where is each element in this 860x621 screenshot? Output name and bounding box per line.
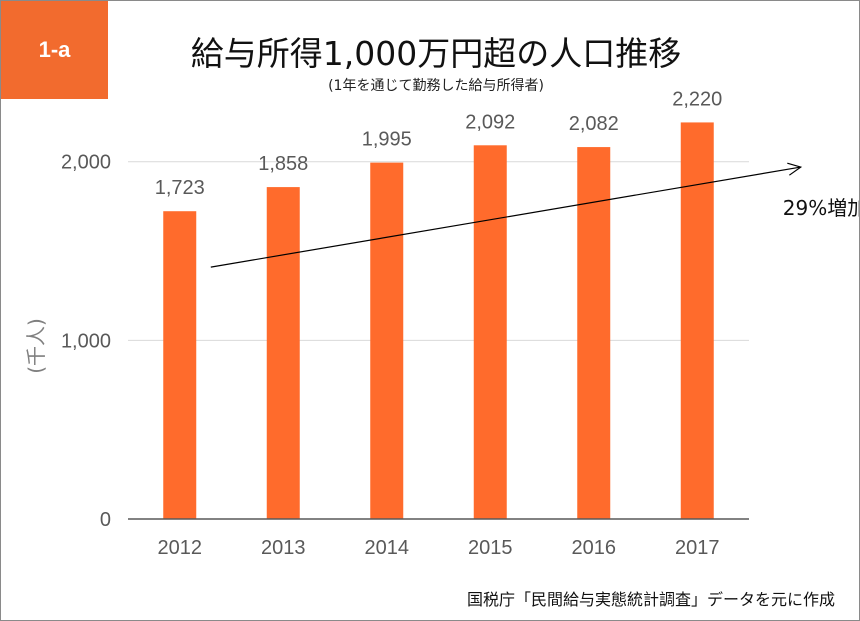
data-label: 1,858 bbox=[258, 153, 308, 175]
gridlines bbox=[128, 161, 749, 341]
data-label: 2,082 bbox=[569, 113, 619, 135]
figure-badge: 1-a bbox=[1, 1, 108, 99]
x-tick-label: 2016 bbox=[572, 537, 617, 559]
chart-subtitle: (1年を通じて勤務した給与所得者) bbox=[328, 78, 544, 94]
x-tick-label: 2014 bbox=[365, 537, 410, 559]
trend-arrow: 29%増加 bbox=[210, 162, 859, 268]
x-tick-label: 2013 bbox=[261, 537, 306, 559]
axes: 0 1,000 2,000 (千人) 2012 2013 2014 2015 2016 2017 bbox=[24, 152, 749, 559]
bar-2015 bbox=[473, 145, 507, 519]
data-label: 2,220 bbox=[672, 88, 722, 110]
y-axis-label: (千人) bbox=[24, 318, 48, 374]
y-tick-label: 2,000 bbox=[61, 152, 111, 174]
data-label: 1,995 bbox=[362, 129, 412, 151]
trend-arrowhead bbox=[787, 162, 803, 176]
trend-annotation: 29%増加 bbox=[783, 196, 859, 220]
data-labels: 1,723 1,858 1,995 2,092 2,082 2,220 bbox=[155, 88, 723, 199]
x-tick-label: 2017 bbox=[675, 537, 720, 559]
y-tick-label: 0 bbox=[100, 509, 111, 531]
source-note: 国税庁「民間給与実態統計調査」データを元に作成 bbox=[466, 590, 835, 609]
bar-2017 bbox=[680, 122, 714, 519]
bar-2014 bbox=[370, 162, 404, 519]
chart-title: 給与所得1,000万円超の人口推移 bbox=[190, 34, 682, 73]
x-tick-label: 2015 bbox=[468, 537, 513, 559]
data-label: 1,723 bbox=[155, 177, 205, 199]
bar-2013 bbox=[266, 187, 300, 520]
y-tick-label: 1,000 bbox=[61, 330, 111, 352]
trend-line bbox=[210, 166, 801, 268]
data-label: 2,092 bbox=[465, 111, 515, 133]
x-tick-label: 2012 bbox=[158, 537, 203, 559]
bars bbox=[163, 122, 714, 520]
bar-2012 bbox=[163, 211, 197, 520]
bar-2016 bbox=[577, 147, 611, 519]
